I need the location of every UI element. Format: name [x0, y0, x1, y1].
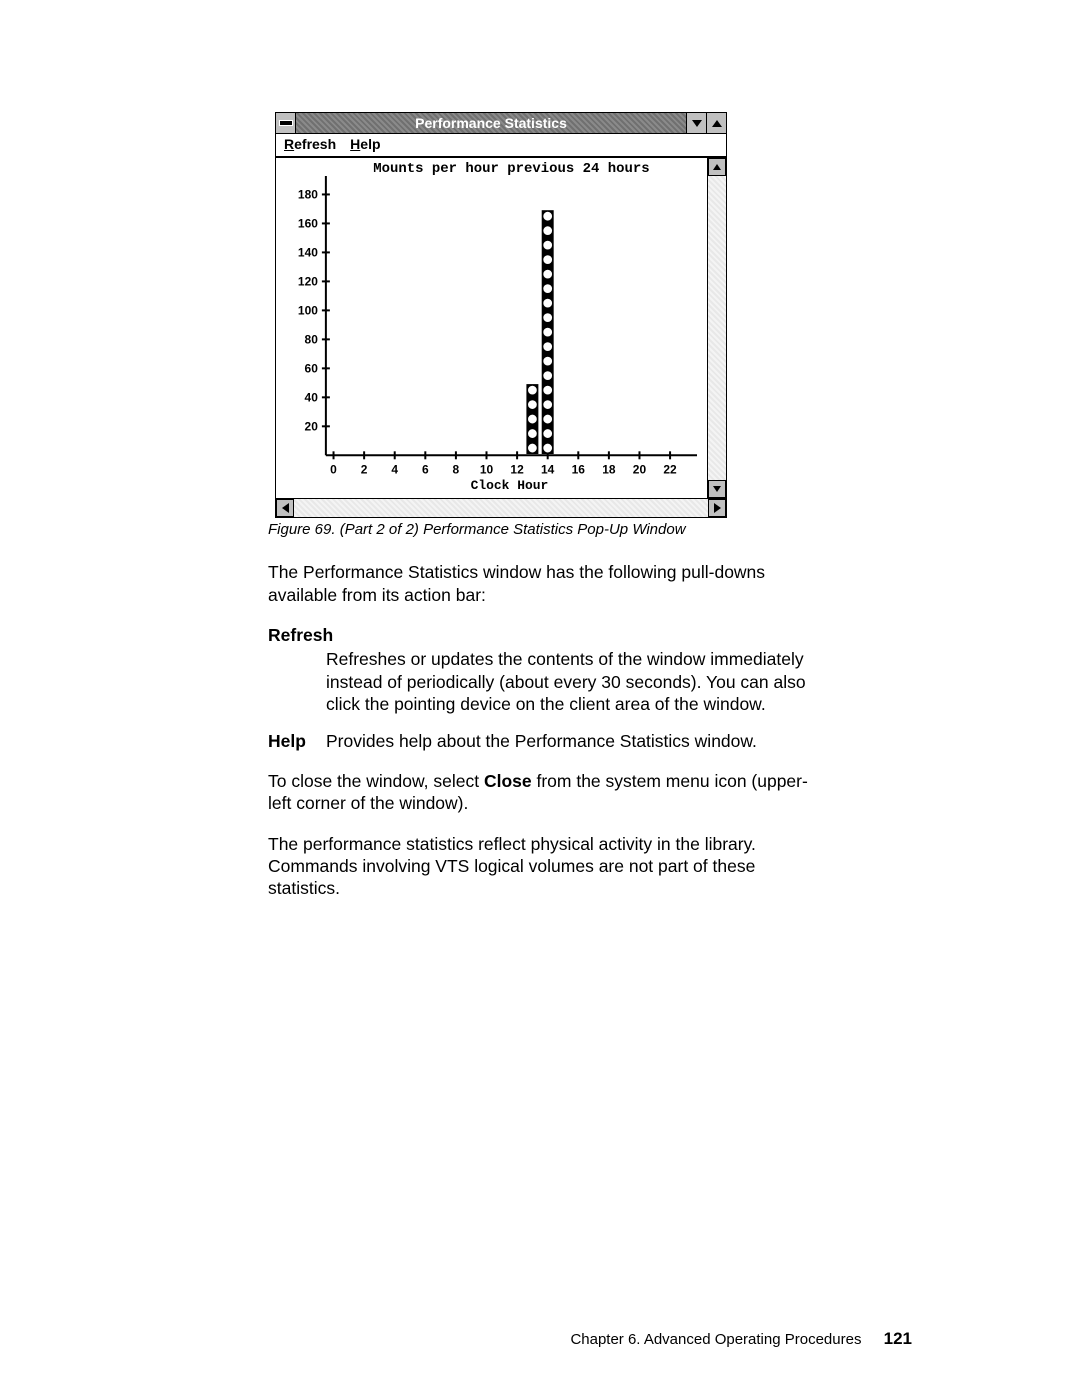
svg-text:60: 60: [305, 361, 319, 375]
svg-text:10: 10: [480, 462, 494, 476]
svg-text:100: 100: [298, 303, 318, 317]
svg-text:12: 12: [510, 462, 524, 476]
arrow-up-icon: [713, 164, 721, 170]
svg-text:160: 160: [298, 216, 318, 230]
page: Performance Statistics Refresh Help Moun…: [0, 0, 1080, 1397]
svg-text:40: 40: [305, 390, 319, 404]
svg-text:6: 6: [422, 462, 429, 476]
svg-text:8: 8: [453, 462, 460, 476]
def-refresh: Refreshes or updates the contents of the…: [326, 648, 818, 715]
svg-text:80: 80: [305, 332, 319, 346]
close-text-a: To close the window, select: [268, 771, 484, 791]
scroll-track[interactable]: [708, 176, 726, 480]
close-paragraph: To close the window, select Close from t…: [268, 770, 818, 815]
horizontal-scrollbar[interactable]: [276, 498, 726, 517]
performance-statistics-window: Performance Statistics Refresh Help Moun…: [275, 112, 727, 518]
arrow-right-icon: [714, 503, 721, 513]
term-help: Help: [268, 730, 326, 752]
page-footer: Chapter 6. Advanced Operating Procedures…: [570, 1329, 912, 1349]
mounts-chart: Mounts per hour previous 24 hours2040608…: [276, 158, 707, 497]
chart-area: Mounts per hour previous 24 hours2040608…: [276, 158, 707, 498]
menubar: Refresh Help: [276, 134, 726, 158]
arrow-left-icon: [282, 503, 289, 513]
client-area[interactable]: Mounts per hour previous 24 hours2040608…: [276, 158, 726, 498]
intro-paragraph: The Performance Statistics window has th…: [268, 561, 818, 606]
arrow-down-icon: [713, 486, 721, 492]
vertical-scrollbar[interactable]: [707, 158, 726, 498]
close-bold: Close: [484, 771, 532, 791]
maximize-button[interactable]: [706, 113, 726, 133]
figure-caption: Figure 69. (Part 2 of 2) Performance Sta…: [268, 520, 818, 539]
chevron-up-icon: [712, 120, 722, 127]
scroll-down-button[interactable]: [708, 480, 726, 498]
svg-text:Clock Hour: Clock Hour: [471, 478, 549, 493]
term-refresh: Refresh: [268, 624, 818, 646]
def-help: Provides help about the Performance Stat…: [326, 730, 818, 752]
svg-text:16: 16: [572, 462, 586, 476]
menu-help[interactable]: Help: [350, 136, 380, 152]
svg-text:120: 120: [298, 274, 318, 288]
scroll-track[interactable]: [294, 499, 708, 517]
footer-chapter: Chapter 6. Advanced Operating Procedures: [570, 1331, 861, 1348]
definition-list: Refresh Refreshes or updates the content…: [268, 624, 818, 752]
svg-text:20: 20: [305, 419, 319, 433]
minimize-button[interactable]: [686, 113, 706, 133]
svg-text:2: 2: [361, 462, 368, 476]
svg-text:Mounts per hour previous 24 ho: Mounts per hour previous 24 hours: [373, 161, 649, 177]
footer-page-number: 121: [884, 1329, 912, 1348]
svg-text:0: 0: [330, 462, 337, 476]
chevron-down-icon: [692, 120, 702, 127]
svg-text:180: 180: [298, 187, 318, 201]
svg-text:20: 20: [633, 462, 647, 476]
system-menu-icon: [279, 120, 293, 126]
svg-text:18: 18: [602, 462, 616, 476]
svg-text:22: 22: [663, 462, 677, 476]
window-title: Performance Statistics: [296, 113, 686, 133]
term-help-row: Help Provides help about the Performance…: [268, 730, 818, 752]
menu-refresh[interactable]: Refresh: [284, 136, 336, 152]
scroll-left-button[interactable]: [276, 499, 294, 517]
scroll-up-button[interactable]: [708, 158, 726, 176]
titlebar: Performance Statistics: [276, 113, 726, 134]
svg-text:14: 14: [541, 462, 555, 476]
scroll-right-button[interactable]: [708, 499, 726, 517]
stats-paragraph: The performance statistics reflect physi…: [268, 833, 818, 900]
svg-text:140: 140: [298, 245, 318, 259]
svg-text:4: 4: [391, 462, 398, 476]
system-menu-button[interactable]: [276, 113, 296, 133]
body-text: Figure 69. (Part 2 of 2) Performance Sta…: [268, 520, 818, 918]
